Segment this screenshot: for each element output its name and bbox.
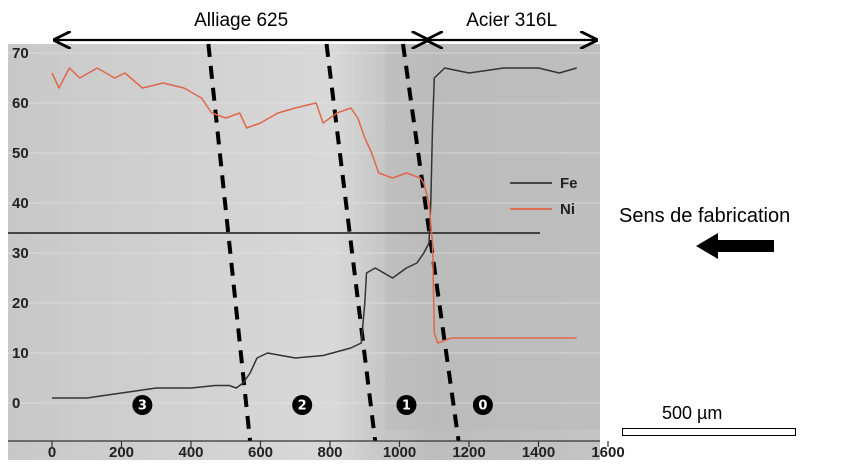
series-line-ni <box>51 67 577 344</box>
region-label: Alliage 625 <box>194 10 288 31</box>
left-arrow-icon <box>696 233 774 259</box>
x-tick-label: 600 <box>248 444 273 461</box>
x-tick-label: 1400 <box>522 444 555 461</box>
region-label: Acier 316L <box>466 10 557 31</box>
steel-region-shade <box>385 44 600 430</box>
y-tick-label: 60 <box>12 95 29 112</box>
x-tick-label: 1600 <box>591 444 624 461</box>
scale-bar-label: 500 µm <box>662 403 723 423</box>
y-tick-label: 30 <box>12 245 29 262</box>
x-tick-label: 0 <box>48 444 56 461</box>
y-tick-label: 20 <box>12 295 29 312</box>
zone-boundary-line <box>206 43 253 442</box>
boundary-layer <box>206 43 461 442</box>
series-line-fe <box>52 67 577 399</box>
x-tick-label: 400 <box>178 444 203 461</box>
fabrication-direction-label: Sens de fabrication <box>619 205 791 227</box>
zone-marker <box>396 395 417 415</box>
x-tick-label: 1200 <box>452 444 485 461</box>
legend-label-fe: Fe <box>560 175 578 192</box>
zone-label: 3 <box>138 399 147 414</box>
region-layer: Alliage 625 Acier 316L <box>55 10 596 40</box>
grid-layer <box>8 52 600 404</box>
y-tick-label: 0 <box>12 395 20 412</box>
x-tick-label: 1000 <box>383 444 416 461</box>
zone-marker <box>472 395 493 415</box>
zone-layer: 3 2 1 0 <box>132 395 493 415</box>
zone-label: 2 <box>298 399 307 414</box>
zone-marker <box>292 395 313 415</box>
y-tick-label: 40 <box>12 195 29 212</box>
legend-label-ni: Ni <box>560 201 575 218</box>
y-tick-label: 70 <box>12 45 29 62</box>
scale-bar <box>622 428 796 436</box>
x-tick-label: 800 <box>317 444 342 461</box>
x-tick-label: 200 <box>109 444 134 461</box>
zone-marker <box>132 395 153 415</box>
series-layer <box>51 67 577 399</box>
y-tick-label: 50 <box>12 145 29 162</box>
y-tick-label: 10 <box>12 345 29 362</box>
zone-label: 0 <box>478 399 487 414</box>
zone-boundary-line <box>324 43 378 442</box>
zone-label: 1 <box>402 399 411 414</box>
axis-layer: 0 200 400 600 800 1000 1200 1400 160001020304050… <box>8 45 625 461</box>
legend-layer: Fe Ni <box>510 175 578 218</box>
zone-boundary-line <box>400 43 461 442</box>
